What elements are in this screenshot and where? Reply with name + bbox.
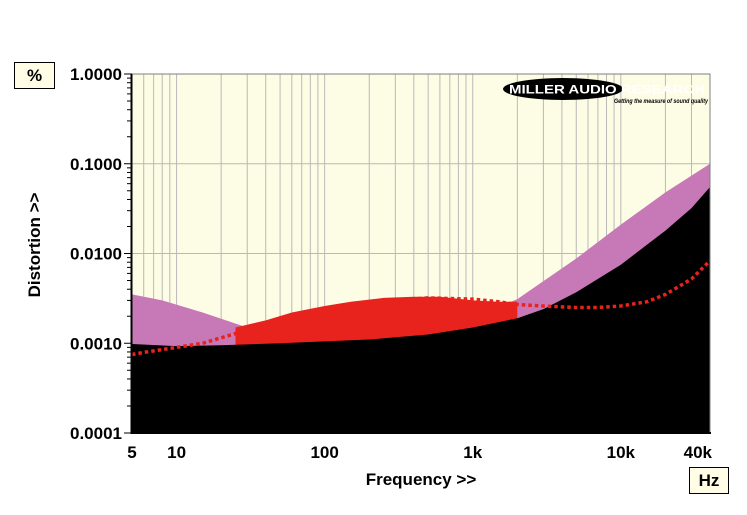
logo-oval: [503, 78, 623, 100]
y-tick-label: 1.0000: [70, 65, 122, 84]
x-tick-label: 5: [127, 443, 136, 462]
logo: MILLER AUDIO RESEARCH Getting the measur…: [503, 78, 709, 105]
series-areas: [132, 163, 710, 433]
y-axis-title: Distortion >>: [25, 193, 44, 298]
y-tick-label: 0.0100: [70, 245, 122, 264]
y-tick-marks: [124, 73, 132, 434]
x-unit-label: Hz: [689, 467, 729, 494]
y-tick-label: 0.0001: [70, 424, 122, 443]
x-tick-label: 10: [167, 443, 186, 462]
series-dotted-line: [132, 259, 710, 357]
y-tick-labels: 1.0000 0.1000 0.0100 0.0010 0.0001: [70, 65, 122, 443]
x-tick-labels: 5 10 100 1k 10k 40k: [127, 443, 712, 462]
y-unit-label: %: [14, 62, 55, 89]
x-axis-title: Frequency >>: [366, 470, 477, 489]
x-tick-label: 1k: [463, 443, 482, 462]
series-area-3: [132, 187, 710, 433]
x-tick-label: 100: [310, 443, 338, 462]
y-tick-label: 0.1000: [70, 155, 122, 174]
y-tick-label: 0.0010: [70, 334, 122, 353]
x-tick-label: 10k: [607, 443, 636, 462]
logo-text: MILLER AUDIO RESEARCH: [509, 83, 705, 97]
x-tick-label: 40k: [684, 443, 713, 462]
logo-tagline: Getting the measure of sound quality: [614, 99, 709, 105]
